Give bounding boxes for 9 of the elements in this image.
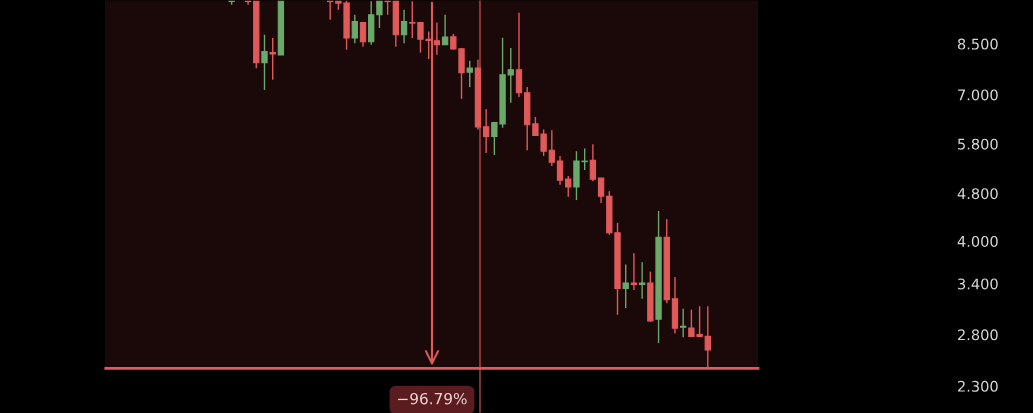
y-tick-label: 4.800 [957,188,998,200]
y-tick-label: 2.300 [958,380,998,392]
y-tick-label: 8.500 [957,38,998,50]
y-tick-label: 5.800 [958,138,998,150]
y-tick-label: 7.000 [958,89,998,101]
y-tick-label: 2.800 [958,329,998,341]
annotation: −96.79% [398,392,467,405]
y-tick-label: 4.000 [957,235,998,247]
y-tick-label: 3.400 [958,278,998,290]
